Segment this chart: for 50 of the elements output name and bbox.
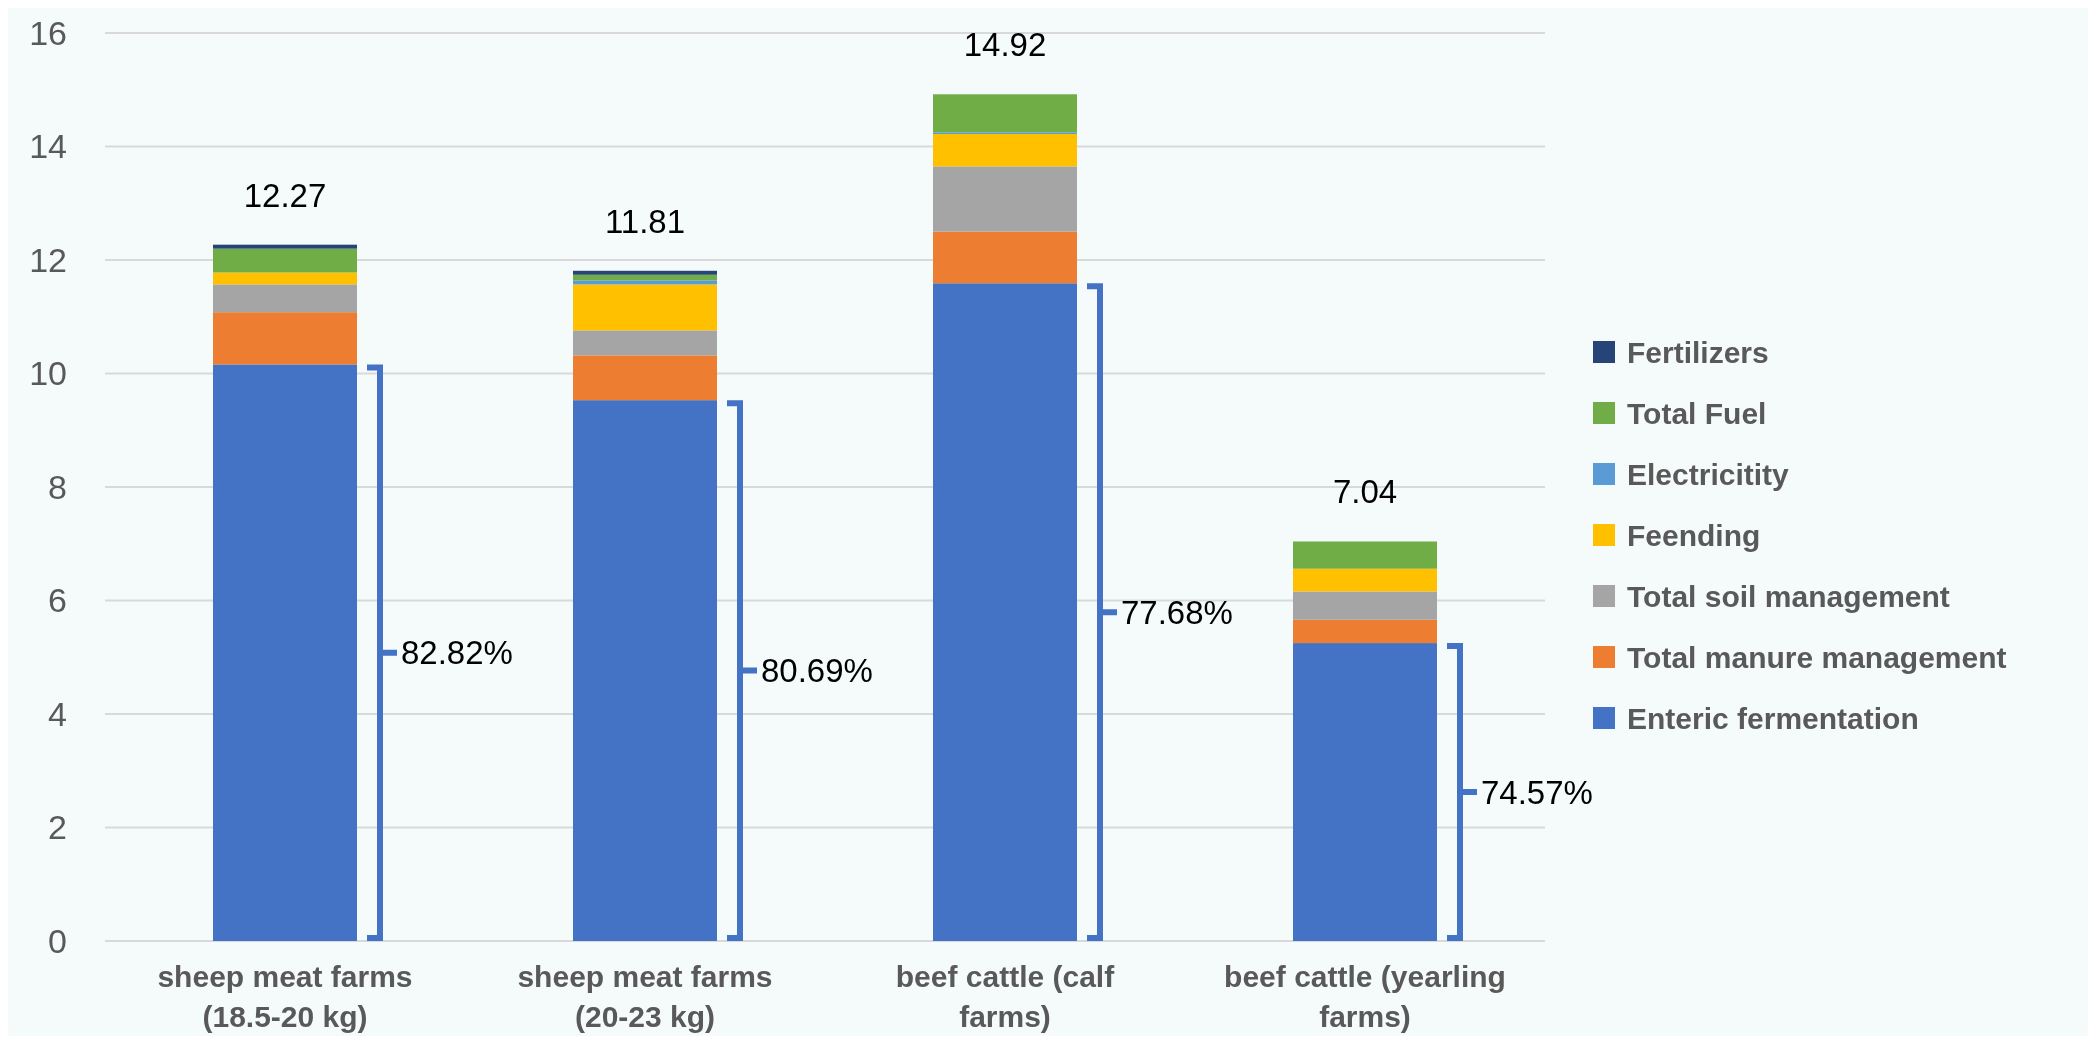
total-label: 7.04 <box>1332 473 1398 511</box>
bar <box>933 283 1077 941</box>
bar <box>213 244 357 249</box>
bar <box>933 166 1077 232</box>
bar <box>1293 568 1437 592</box>
bar <box>573 284 717 331</box>
y-tick-label: 12 <box>29 240 67 279</box>
bar <box>573 270 717 275</box>
bar <box>213 364 357 941</box>
bar <box>1293 541 1437 569</box>
y-tick-label: 10 <box>29 354 67 393</box>
x-tick-label: beef cattle (calf farms) <box>895 960 1116 1033</box>
legend-label: Total manure management <box>1627 640 2007 674</box>
annotation: 74.57% <box>1481 773 1593 811</box>
bar <box>933 94 1077 133</box>
x-tick-label: sheep meat farms (18.5-20 kg) <box>157 960 413 1033</box>
x-tick-label: sheep meat farms (20-23 kg) <box>517 960 773 1033</box>
bar <box>1293 619 1437 644</box>
legend-label: Total soil management <box>1627 579 1950 613</box>
legend-label: Enteric fermentation <box>1627 701 1919 735</box>
legend-label: Fertilizers <box>1627 335 1769 369</box>
bar <box>573 280 717 285</box>
total-label: 12.27 <box>243 176 327 214</box>
legend-label: Feending <box>1627 518 1761 552</box>
bar <box>573 355 717 401</box>
x-tick-label: beef cattle (yearling farms) <box>1224 960 1506 1033</box>
legend-label: Total Fuel <box>1627 396 1767 430</box>
y-tick-label: 6 <box>48 581 67 620</box>
bar <box>1293 591 1437 620</box>
legend-label: Electricitity <box>1627 457 1790 491</box>
bar <box>933 231 1077 284</box>
y-tick-label: 0 <box>48 921 67 960</box>
bar <box>213 272 357 285</box>
y-tick-label: 14 <box>29 127 67 166</box>
bar <box>573 400 717 941</box>
total-label: 14.92 <box>963 26 1047 64</box>
bar <box>213 248 357 273</box>
bar <box>933 134 1077 167</box>
annotation: 80.69% <box>761 652 873 690</box>
y-tick-label: 8 <box>48 467 67 506</box>
y-tick-label: 16 <box>29 13 67 52</box>
annotation: 82.82% <box>401 634 513 672</box>
y-tick-label: 4 <box>48 694 67 733</box>
bar <box>1293 643 1437 941</box>
total-label: 11.81 <box>604 202 686 240</box>
bar <box>573 330 717 356</box>
bar <box>213 284 357 313</box>
annotation: 77.68% <box>1121 593 1233 631</box>
bar <box>213 312 357 365</box>
y-tick-label: 2 <box>48 808 67 847</box>
